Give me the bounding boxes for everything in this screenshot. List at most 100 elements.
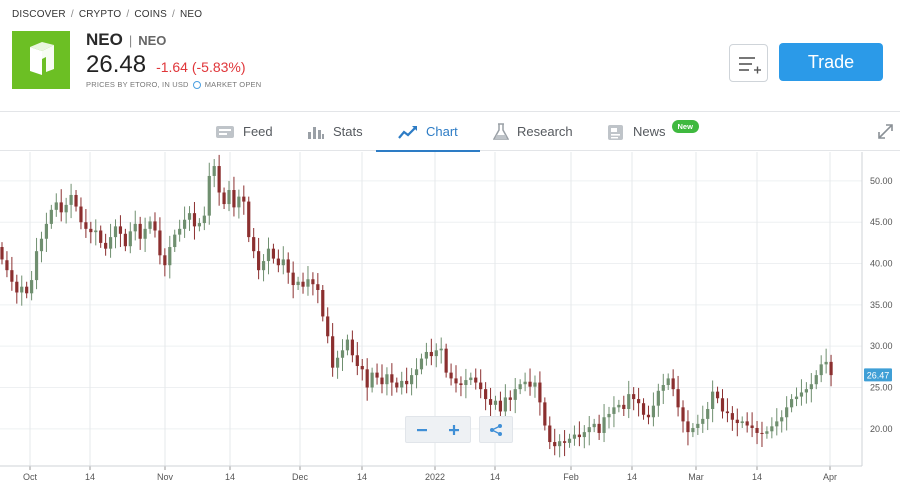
asset-title-row: NEO | NEO xyxy=(86,30,166,50)
candle-body xyxy=(350,339,354,356)
candle-body xyxy=(340,350,345,358)
candle-body xyxy=(518,384,522,390)
trade-button[interactable]: Trade xyxy=(779,43,883,81)
price-chart[interactable]: 20.00 25.00 30.00 35.00 40.00 45.00 50.00 Oct 14… xyxy=(0,152,900,488)
candle-body xyxy=(207,175,211,216)
candle-body xyxy=(286,259,290,273)
candle-body xyxy=(64,204,68,213)
candle-body xyxy=(197,223,201,227)
candle-body xyxy=(651,405,656,418)
candle-body xyxy=(237,196,241,208)
candle-body xyxy=(365,369,369,388)
zoom-out-button[interactable] xyxy=(406,417,438,442)
candle-body xyxy=(434,350,438,357)
chart-controls xyxy=(405,416,513,443)
candle-body xyxy=(632,394,636,400)
candle-body xyxy=(439,348,443,351)
candle-body xyxy=(701,418,705,424)
candle-body xyxy=(232,190,236,208)
last-price-label: 26.47 xyxy=(867,370,890,380)
candle-body xyxy=(316,284,320,290)
share-button[interactable] xyxy=(480,417,512,442)
candle-body xyxy=(276,258,280,266)
candle-body xyxy=(528,381,532,387)
candle-body xyxy=(577,434,581,438)
asset-logo xyxy=(12,31,70,89)
x-tick-label: 14 xyxy=(357,472,367,482)
candle-body xyxy=(345,339,350,351)
candle-body xyxy=(79,206,83,223)
tab-feed[interactable]: Feed xyxy=(215,112,273,151)
candle-body xyxy=(775,421,779,427)
candle-body xyxy=(128,231,132,247)
candle-body xyxy=(242,196,246,202)
candle-body xyxy=(617,404,621,408)
candle-body xyxy=(449,372,453,379)
candle-body xyxy=(247,201,251,238)
new-badge: New xyxy=(671,120,699,133)
candle-body xyxy=(0,247,4,260)
y-tick-label: 40.00 xyxy=(870,259,893,269)
candle-body xyxy=(163,255,167,266)
candle-body xyxy=(686,421,690,433)
tab-label: Feed xyxy=(243,124,273,139)
candle-body xyxy=(227,190,231,205)
tab-news[interactable]: News New xyxy=(607,112,699,151)
candle-body xyxy=(113,226,118,238)
candle-body xyxy=(187,213,192,220)
tab-label: News xyxy=(633,124,666,139)
candle-body xyxy=(409,375,414,385)
candle-body xyxy=(74,194,78,207)
candle-body xyxy=(711,391,715,409)
plus-icon xyxy=(449,424,459,435)
candle-body xyxy=(676,389,680,408)
candle-body xyxy=(168,247,172,266)
candle-body xyxy=(469,377,473,381)
candle-body xyxy=(182,219,187,229)
breadcrumb-separator: / xyxy=(172,9,175,20)
expand-chart-button[interactable] xyxy=(877,123,894,145)
market-status: MARKET OPEN xyxy=(204,80,262,89)
breadcrumb-discover[interactable]: DISCOVER xyxy=(12,9,66,20)
y-tick-label: 45.00 xyxy=(870,217,893,227)
x-tick-label: 14 xyxy=(752,472,762,482)
candle-body xyxy=(331,336,335,368)
candle-body xyxy=(607,413,611,418)
candle-body xyxy=(804,389,808,393)
x-tick-label: Oct xyxy=(23,472,38,482)
candlestick-chart[interactable]: 20.00 25.00 30.00 35.00 40.00 45.00 50.00 Oct 14… xyxy=(0,152,900,488)
candle-body xyxy=(533,382,537,387)
candle-body xyxy=(380,377,384,385)
candle-body xyxy=(252,237,256,252)
candle-body xyxy=(321,289,325,317)
candle-body xyxy=(375,372,379,378)
candle-body xyxy=(335,357,340,368)
candle-body xyxy=(780,417,784,422)
tab-label: Chart xyxy=(426,124,458,139)
tab-research[interactable]: Research xyxy=(493,112,573,151)
add-to-watchlist-button[interactable] xyxy=(729,44,768,82)
zoom-in-button[interactable] xyxy=(438,417,470,442)
candle-body xyxy=(123,233,127,247)
candle-body xyxy=(385,374,389,385)
candle-body xyxy=(641,403,646,415)
candle-body xyxy=(69,194,73,205)
candle-body xyxy=(720,398,725,412)
breadcrumb-crypto[interactable]: CRYPTO xyxy=(78,9,122,20)
candle-body xyxy=(178,228,182,235)
minus-icon xyxy=(417,428,427,431)
candle-body xyxy=(99,230,103,243)
candle-body xyxy=(523,381,527,385)
candle-body xyxy=(10,270,14,282)
candle-body xyxy=(94,230,98,233)
price-row: 26.48 -1.64 (-5.83%) xyxy=(86,51,246,79)
tab-chart[interactable]: Chart xyxy=(376,112,480,152)
candle-body xyxy=(592,423,596,428)
candle-body xyxy=(59,202,63,213)
candle-body xyxy=(89,228,93,233)
candle-body xyxy=(646,414,651,418)
breadcrumb-coins[interactable]: COINS xyxy=(134,9,167,20)
candle-body xyxy=(622,404,626,409)
candle-body xyxy=(405,380,409,385)
tab-stats[interactable]: Stats xyxy=(307,112,363,151)
